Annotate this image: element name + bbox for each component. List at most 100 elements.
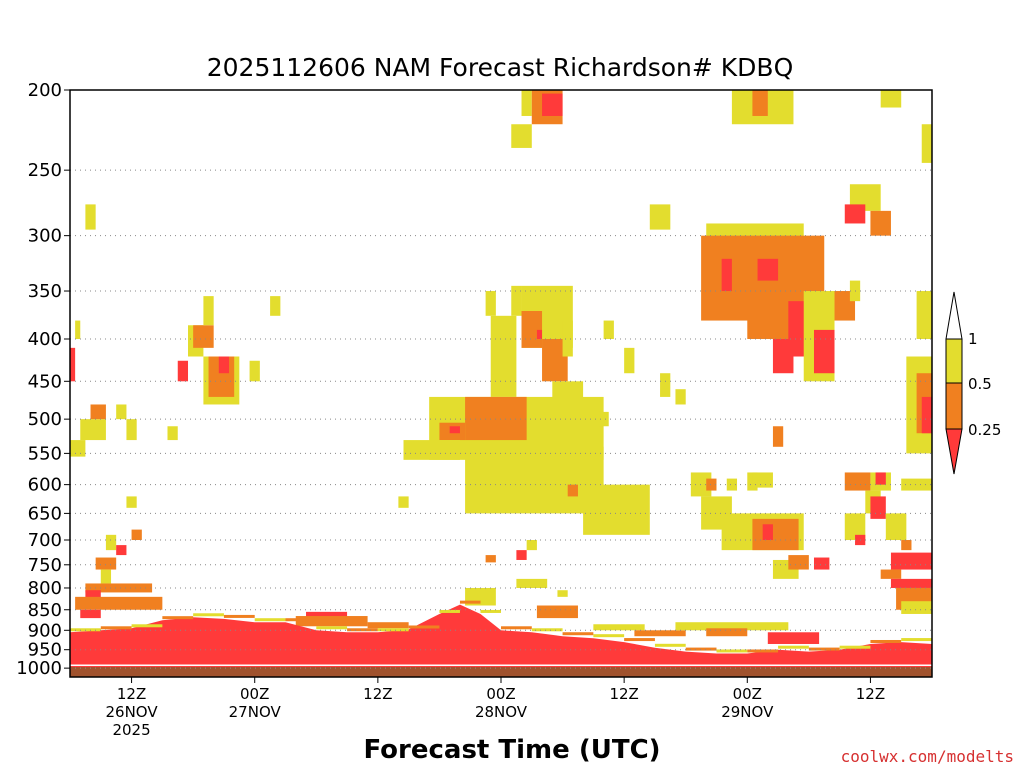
boundary-layer-stripe: [316, 626, 348, 630]
x-tick-label: 28NOV: [475, 703, 528, 721]
ri-patch-low: [80, 609, 101, 619]
ri-patch-high: [270, 296, 281, 316]
boundary-layer-stripe: [254, 618, 286, 622]
x-axis-label: Forecast Time (UTC): [363, 735, 660, 765]
boundary-layer-stripe: [624, 638, 655, 642]
boundary-layer-band: [70, 604, 932, 669]
y-tick-label: 550: [28, 443, 62, 464]
boundary-layer-stripe: [562, 632, 594, 636]
ri-patch-mid: [870, 210, 891, 236]
ri-patch-high: [85, 204, 96, 230]
boundary-layer-stripe: [347, 628, 378, 632]
ri-patch-mid: [844, 472, 871, 491]
legend-swatch-low: [945, 428, 963, 475]
ri-patch-low: [516, 550, 527, 560]
plot-area: [70, 90, 932, 677]
ri-patch-low: [542, 93, 563, 116]
ri-patch-low: [177, 360, 189, 382]
ri-patch-high: [511, 285, 522, 316]
y-tick-label: 700: [28, 530, 62, 551]
ri-patch-high: [675, 389, 686, 405]
ri-patch-low: [536, 329, 543, 339]
y-tick-label: 750: [28, 555, 62, 576]
ri-patch-high: [583, 484, 650, 535]
boundary-layer-stripe: [593, 634, 625, 638]
y-tick-label: 850: [28, 600, 62, 621]
ri-patch-mid: [295, 616, 368, 627]
ri-patch-high: [844, 513, 866, 541]
ri-patch-high: [603, 320, 614, 339]
ri-patch-mid: [85, 583, 153, 593]
ri-patch-low: [306, 611, 348, 621]
ri-patch-mid: [95, 557, 117, 570]
boundary-layer-stripe: [408, 625, 440, 629]
ri-patch-high: [490, 315, 517, 397]
boundary-layer-stripe: [654, 643, 686, 647]
boundary-layer-stripe: [162, 616, 194, 620]
ri-patch-mid: [752, 518, 799, 551]
ri-patch-high: [649, 204, 671, 230]
ri-patch-high: [885, 513, 907, 541]
legend-swatch-mid: [945, 382, 963, 430]
ri-patch-high: [249, 360, 260, 382]
ri-patch-low: [762, 524, 773, 541]
y-tick-label: 450: [28, 371, 62, 392]
ri-patch-low: [844, 204, 866, 224]
y-axis: 200 250 300 350 400 450 500 550 600 650 700 7508008…: [16, 80, 70, 679]
ri-patch-mid: [485, 555, 496, 563]
ri-patch-high: [690, 472, 712, 497]
ri-patch-low: [813, 329, 835, 374]
ri-patch-mid: [90, 404, 106, 420]
ri-patch-high: [116, 404, 127, 420]
boundary-layer-stripe: [685, 647, 717, 651]
x-tick-label: 12Z: [856, 685, 885, 703]
ri-patch-high: [660, 373, 671, 397]
y-tick-label: 950: [28, 640, 62, 661]
y-tick-label: 400: [28, 329, 62, 350]
ri-patch-high: [675, 622, 789, 631]
ri-patch-mid: [131, 529, 142, 541]
boundary-layer-stripe: [839, 645, 871, 649]
ri-patch-high: [747, 472, 758, 491]
y-tick-label: 500: [28, 409, 62, 430]
ri-patch-low: [890, 552, 932, 570]
ri-patch-high: [167, 426, 178, 441]
ri-patch-high: [126, 496, 137, 508]
ri-patch-high: [562, 320, 573, 357]
ri-patch-low: [721, 258, 732, 292]
ri-patch-high: [465, 446, 604, 514]
ri-patch-mid: [634, 630, 686, 637]
boundary-layer-stripe: [100, 626, 132, 630]
y-tick-label: 350: [28, 281, 62, 302]
ri-patch-high: [921, 124, 932, 163]
patch-layer: [70, 90, 932, 644]
ri-patch-mid: [752, 90, 768, 116]
ri-patch-low: [921, 396, 932, 434]
ri-patch-high: [70, 440, 86, 457]
boundary-layer-stripe: [808, 647, 840, 651]
ri-patch-mid: [706, 628, 748, 637]
x-tick-label: 29NOV: [721, 703, 774, 721]
x-tick-label: 00Z: [733, 685, 762, 703]
legend-swatch-high: [945, 338, 963, 384]
ri-patch-high: [598, 411, 609, 427]
ri-patch-mid: [536, 605, 578, 619]
boundary-layer-stripe: [131, 624, 163, 628]
y-tick-label: 250: [28, 160, 62, 181]
ri-patch-low: [870, 496, 886, 519]
ri-patch-low: [875, 472, 886, 485]
y-tick-label: 1000: [16, 658, 62, 679]
legend-label-0-5: 0.5: [968, 375, 992, 393]
boundary-layer-stripe: [459, 600, 481, 604]
x-tick-label: 00Z: [240, 685, 269, 703]
boundary-layer-stripe: [531, 628, 563, 632]
ri-patch-low: [116, 545, 127, 556]
ri-patch-high: [485, 291, 496, 316]
x-tick-label: 12Z: [117, 685, 146, 703]
ri-patch-mid: [567, 484, 578, 497]
boundary-layer-stripe: [193, 613, 224, 617]
ri-patch-high: [80, 419, 106, 441]
ri-patch-high: [901, 601, 932, 614]
